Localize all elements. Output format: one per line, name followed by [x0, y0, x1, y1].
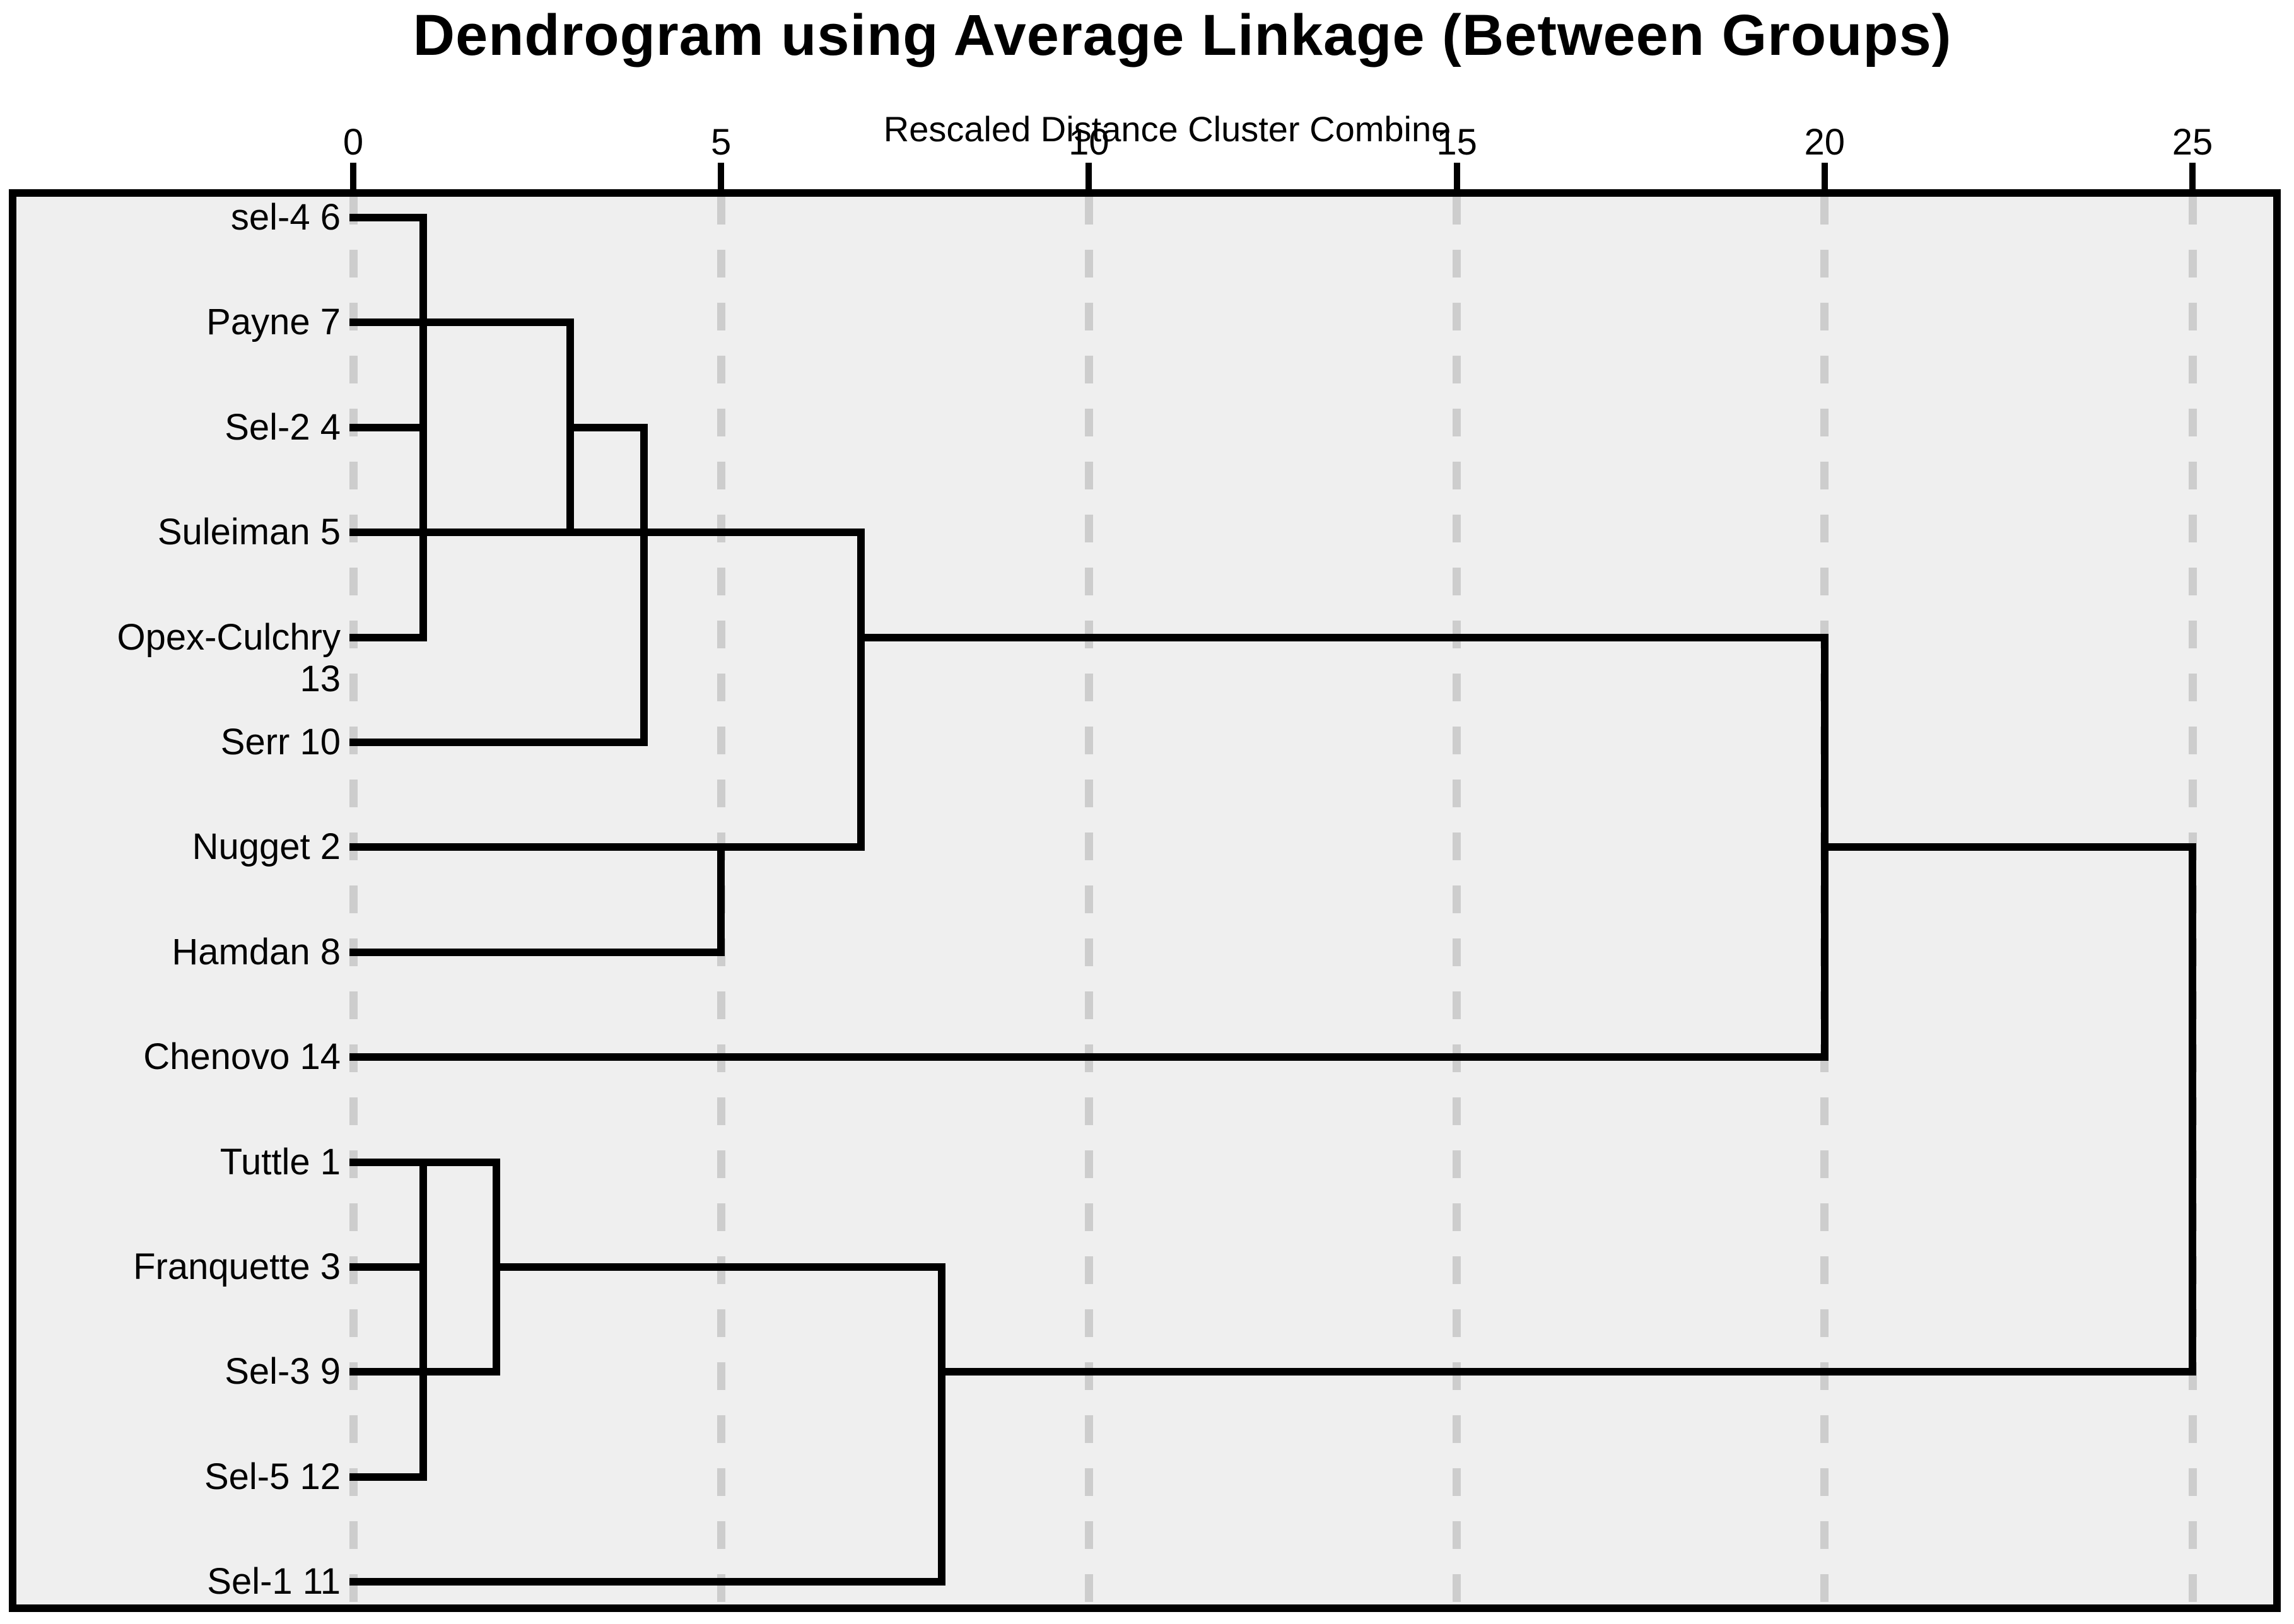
dendrogram-h-segment	[566, 423, 648, 431]
dendrogram-v-link	[938, 1263, 946, 1586]
x-axis-title: Rescaled Distance Cluster Combine	[883, 109, 1451, 149]
dendrogram-v-link	[493, 1158, 501, 1376]
x-axis-tick-mark	[1453, 163, 1460, 189]
x-axis-tick-mark	[1821, 163, 1828, 189]
x-tick-label: 5	[711, 122, 732, 163]
leaf-label: Sel-1 11	[13, 1561, 341, 1603]
leaf-label: Chenovo 14	[13, 1036, 341, 1078]
leaf-label-line: Serr 10	[220, 721, 341, 762]
leaf-label-line: sel-4 6	[230, 197, 341, 238]
x-tick-label: 20	[1804, 122, 1846, 163]
leaf-label-line: Hamdan 8	[172, 931, 341, 973]
x-axis-tick-mark	[350, 163, 356, 189]
leaf-label-line: Sel-2 4	[225, 406, 341, 448]
leaf-label: Sel-5 12	[13, 1456, 341, 1498]
dendrogram-h-segment	[349, 1263, 427, 1271]
leaf-label: Serr 10	[13, 721, 341, 763]
dendrogram-h-segment	[349, 739, 648, 746]
dendrogram-v-link	[640, 423, 648, 746]
dendrogram-h-segment	[349, 948, 725, 956]
x-tick-label: 25	[2172, 122, 2213, 163]
dendrogram-h-segment	[349, 214, 427, 221]
dendrogram-h-segment	[857, 633, 1829, 641]
dendrogram-h-segment	[1820, 843, 2196, 851]
chart-title: Dendrogram using Average Linkage (Betwee…	[413, 3, 1952, 67]
leaf-label-line: Suleiman 5	[157, 511, 341, 553]
x-tick-label: 0	[342, 122, 364, 163]
leaf-label: sel-4 6	[13, 197, 341, 238]
dendrogram-v-link	[857, 529, 865, 851]
dendrogram-v-link	[717, 843, 725, 956]
leaf-label: Franquette 3	[13, 1246, 341, 1288]
gridline-dashed	[1453, 197, 1461, 1604]
leaf-label: Payne 7	[13, 301, 341, 343]
leaf-label-line: Sel-5 12	[204, 1456, 341, 1497]
x-axis-tick-mark	[1086, 163, 1092, 189]
dendrogram-h-segment	[349, 633, 427, 641]
leaf-label: Suleiman 5	[13, 511, 341, 553]
leaf-label: Tuttle 1	[13, 1142, 341, 1183]
dendrogram-h-segment	[349, 529, 865, 537]
leaf-label-line: Chenovo 14	[143, 1036, 341, 1078]
leaf-label: Opex-Culchry 13	[13, 617, 341, 700]
leaf-label-line: Payne 7	[206, 301, 341, 343]
dendrogram-v-link	[1820, 633, 1829, 1061]
x-tick-label: 15	[1436, 122, 1477, 163]
dendrogram-h-segment	[349, 1578, 946, 1586]
x-axis-tick-mark	[2189, 163, 2196, 189]
dendrogram-h-segment	[349, 423, 427, 431]
dendrogram-v-link	[419, 1158, 427, 1481]
leaf-label-line: 13	[300, 658, 341, 699]
gridline-dashed	[1084, 197, 1093, 1604]
leaf-label: Sel-3 9	[13, 1351, 341, 1393]
leaf-label-line: Sel-1 11	[207, 1561, 341, 1603]
dendrogram-h-segment	[349, 843, 865, 851]
dendrogram-h-segment	[349, 1053, 1829, 1061]
leaf-label-line: Opex-Culchry	[117, 616, 341, 658]
leaf-label: Hamdan 8	[13, 932, 341, 973]
dendrogram-h-segment	[349, 318, 575, 327]
leaf-label-line: Sel-3 9	[225, 1351, 341, 1393]
leaf-label: Nugget 2	[13, 826, 341, 868]
dendrogram-h-segment	[349, 1473, 427, 1481]
dendrogram-h-segment	[493, 1263, 946, 1271]
leaf-label-line: Nugget 2	[192, 826, 341, 868]
dendrogram-h-segment	[938, 1368, 2196, 1376]
dendrogram-v-link	[419, 214, 427, 641]
gridline-dashed	[349, 197, 358, 1604]
x-tick-label: 10	[1068, 122, 1109, 163]
dendrogram-v-link	[566, 318, 575, 537]
dendrogram-v-link	[2189, 843, 2196, 1376]
leaf-label-line: Tuttle 1	[219, 1141, 341, 1183]
leaf-label: Sel-2 4	[13, 407, 341, 448]
x-axis-tick-mark	[718, 163, 725, 189]
leaf-label-line: Franquette 3	[133, 1246, 341, 1287]
